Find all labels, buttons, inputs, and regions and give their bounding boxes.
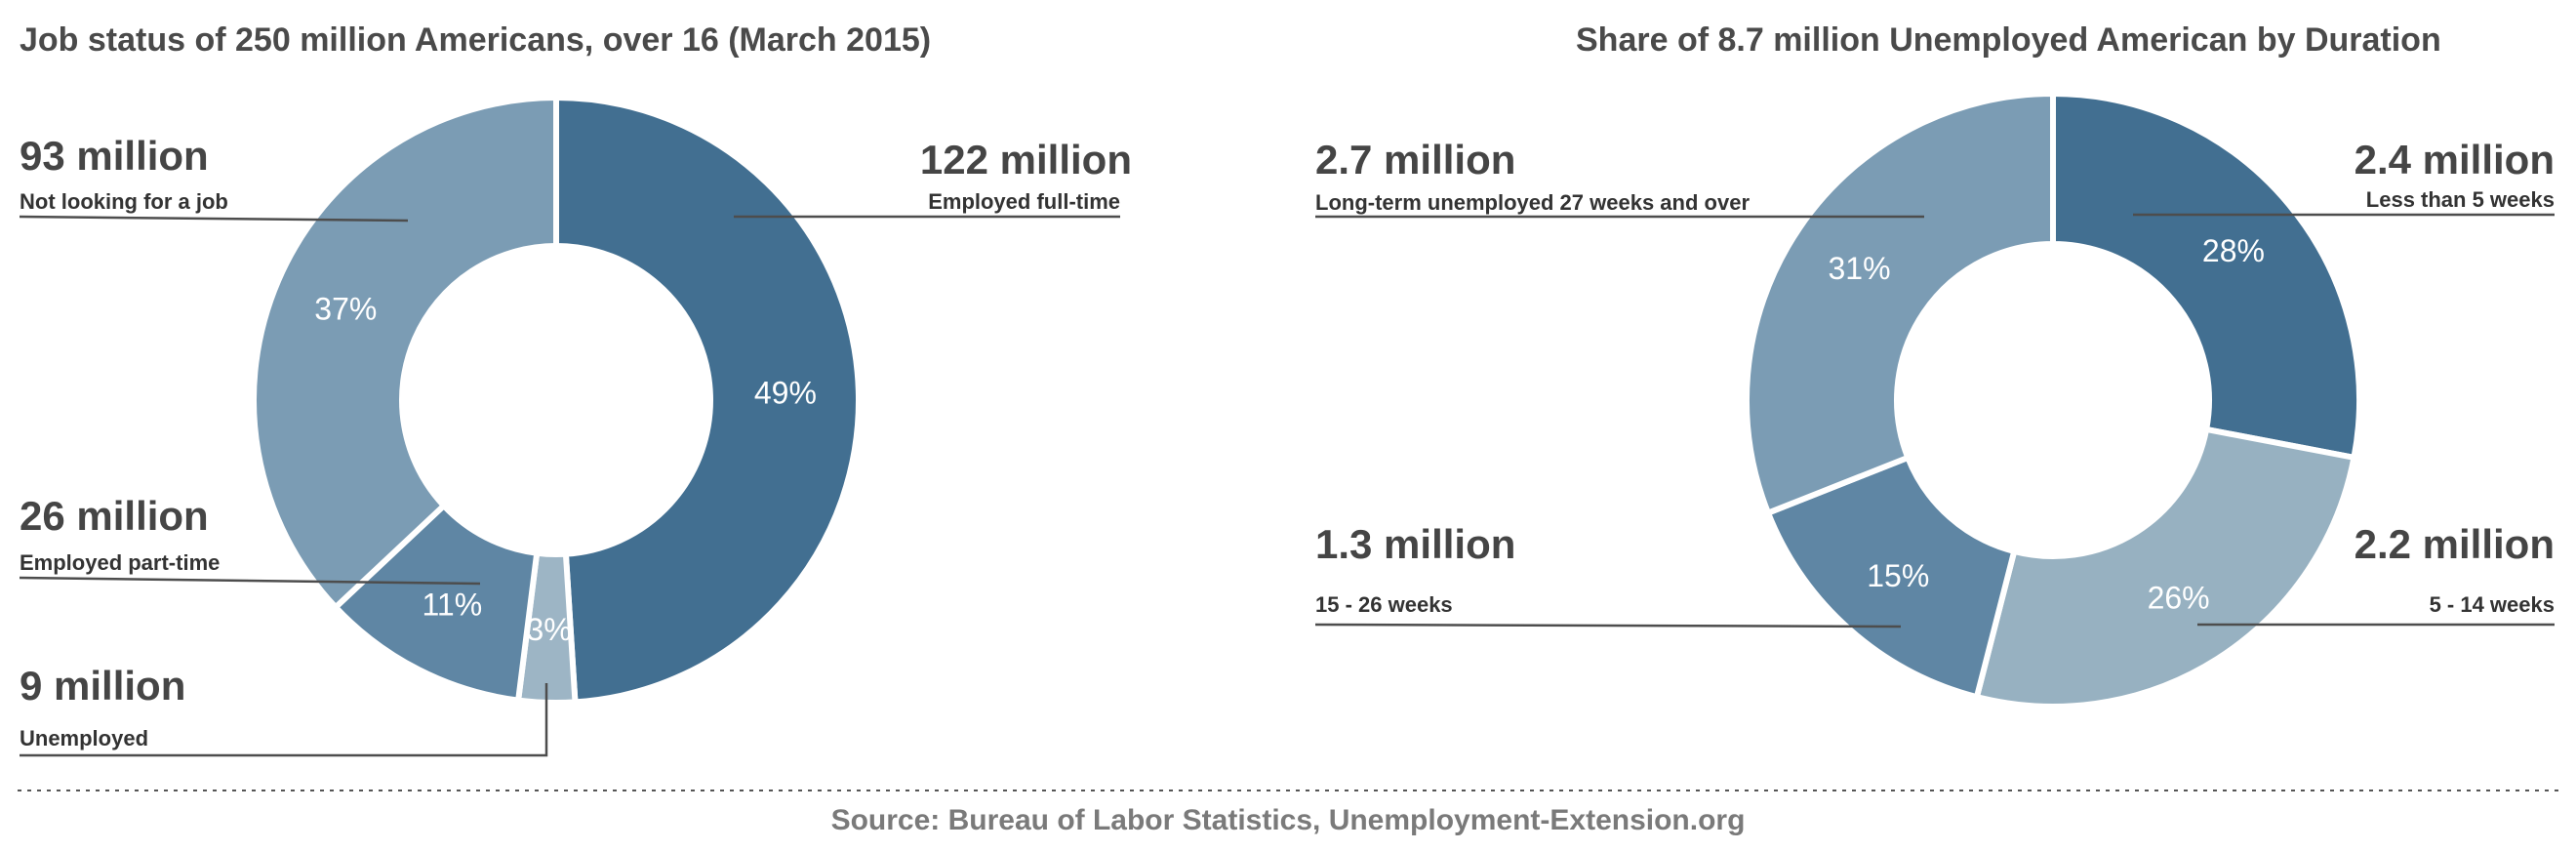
callout-label-unemployed: Unemployed (20, 726, 148, 750)
callout-label-15-26-weeks: 15 - 26 weeks (1315, 592, 1453, 617)
leader-not-looking (19, 215, 409, 223)
callout-value-employed-full-time: 122 million (920, 137, 1132, 182)
pct-label-less-than-5-weeks: 28% (2202, 233, 2265, 268)
callout-label-5-14-weeks: 5 - 14 weeks (2430, 592, 2555, 617)
callout-value-less-than-5-weeks: 2.4 million (2355, 137, 2555, 182)
leader-15-26-weeks (1314, 623, 1902, 628)
pct-label-5-14-weeks: 26% (2148, 581, 2210, 616)
pct-label-long-term-unemployed-27-weeks-and-over: 31% (1828, 251, 1890, 286)
callout-label-employed-full-time: Employed full-time (928, 189, 1120, 214)
chart-2-title: Share of 8.7 million Unemployed American… (1576, 21, 2441, 59)
slice-not-looking-for-a-job (251, 94, 559, 612)
leader-employed-part-time (19, 576, 481, 586)
pct-label-not-looking-for-a-job: 37% (314, 292, 377, 327)
pct-label-unemployed: 3% (526, 612, 571, 647)
pct-label-employed-full-time: 49% (754, 376, 817, 411)
slice-15-26-weeks (1764, 454, 2018, 701)
slice-5-14-weeks (1973, 426, 2357, 709)
callout-value-not-looking: 93 million (20, 133, 209, 179)
leader-unemployed (20, 683, 548, 757)
callout-value-long-term: 2.7 million (1315, 137, 1515, 182)
callout-value-unemployed: 9 million (20, 663, 185, 709)
chart-1-leaders (19, 215, 1120, 757)
slice-employed-full-time (553, 94, 862, 706)
callout-label-not-looking: Not looking for a job (20, 189, 228, 214)
chart-1-title: Job status of 250 million Americans, ove… (20, 21, 931, 59)
pct-label-employed-part-time: 11% (422, 587, 482, 622)
callout-label-long-term: Long-term unemployed 27 weeks and over (1315, 190, 1750, 215)
callout-label-employed-part-time: Employed part-time (20, 550, 220, 575)
slice-less-than-5-weeks (2050, 90, 2362, 462)
source-note: Source: Bureau of Labor Statistics, Unem… (831, 804, 1746, 836)
pct-label-15-26-weeks: 15% (1867, 558, 1929, 593)
slice-long-term-unemployed-27-weeks-and-over (1744, 90, 2056, 517)
donut-chart-unemployment-duration: 28% 26% 15% 31% (1744, 90, 2362, 709)
callout-label-less-than-5-weeks: Less than 5 weeks (2366, 187, 2555, 212)
chart-2-leaders (1314, 213, 2555, 628)
donut-chart-job-status: 49% 3% 11% 37% (251, 94, 862, 706)
callout-value-15-26-weeks: 1.3 million (1315, 521, 1515, 567)
callout-value-5-14-weeks: 2.2 million (2355, 521, 2555, 567)
callout-value-employed-part-time: 26 million (20, 493, 209, 539)
